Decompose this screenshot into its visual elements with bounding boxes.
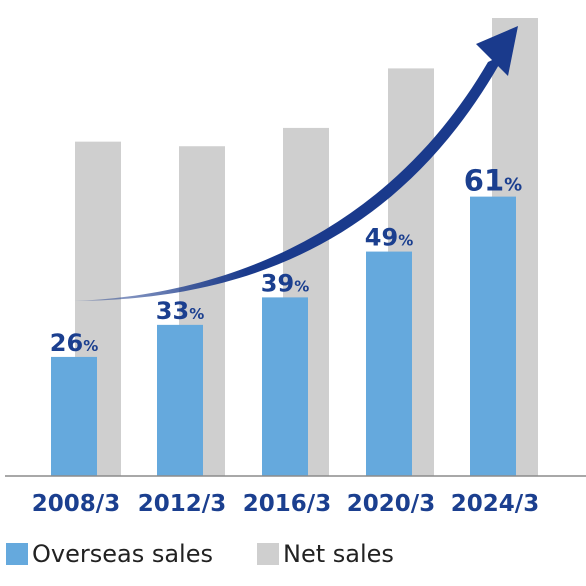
- x-tick-label: 2012/3: [138, 491, 226, 517]
- value-unit: %: [294, 277, 309, 295]
- x-tick-label: 2008/3: [32, 491, 120, 517]
- growth-arrow-head: [476, 26, 518, 76]
- overseas-value-label: 39%: [261, 269, 309, 297]
- x-tick-label: 2020/3: [347, 491, 435, 517]
- overseas-sales-bar: [157, 324, 203, 476]
- legend-swatch-net: [256, 543, 279, 565]
- legend-item-overseas: Overseas sales: [6, 540, 213, 568]
- value-unit: %: [398, 232, 413, 250]
- overseas-value-label: 49%: [365, 224, 413, 252]
- value-unit: %: [504, 175, 522, 196]
- legend-swatch-overseas: [6, 543, 28, 565]
- legend-item-net: Net sales: [256, 540, 394, 568]
- bar-chart: 26%33%39%49%61% 2008/3 2012/3 2016/3 2020/3…: [5, 18, 586, 517]
- legend-label-net: Net sales: [282, 540, 394, 568]
- value-number: 61: [464, 164, 504, 198]
- value-number: 33: [156, 297, 189, 325]
- overseas-value-label: 33%: [156, 297, 204, 325]
- value-number: 49: [365, 224, 398, 252]
- growth-trend-arrow: [74, 54, 505, 301]
- value-number: 26: [50, 329, 83, 357]
- overseas-value-label: 26%: [50, 329, 98, 357]
- legend: Overseas sales Net sales: [6, 540, 438, 568]
- legend-label-overseas: Overseas sales: [32, 540, 213, 568]
- value-unit: %: [189, 305, 204, 323]
- overseas-sales-bar: [262, 297, 308, 476]
- overseas-sales-bar: [470, 196, 516, 476]
- overseas-sales-bar: [366, 251, 412, 476]
- value-number: 39: [261, 269, 294, 297]
- overseas-value-label: 61%: [464, 164, 522, 198]
- x-tick-label: 2024/3: [451, 491, 539, 517]
- value-unit: %: [83, 337, 98, 355]
- overseas-sales-bar: [51, 356, 97, 476]
- x-tick-label: 2016/3: [243, 491, 331, 517]
